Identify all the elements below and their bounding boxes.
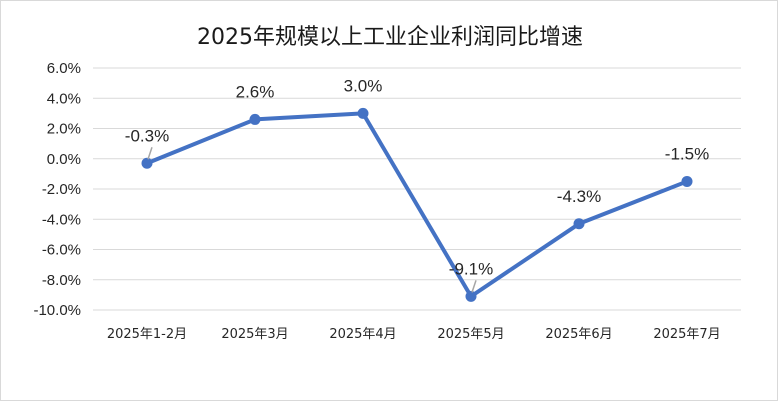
data-label: 2.6%: [236, 82, 275, 101]
x-tick-label: 2025年6月: [545, 327, 612, 342]
x-tick-label: 2025年1-2月: [107, 327, 187, 342]
y-axis-ticks: 6.0% 4.0% 2.0% 0.0% -2.0% -4.0% -6.0% -8.0% -10.…: [33, 60, 81, 319]
data-label: 3.0%: [344, 76, 383, 95]
x-tick-label: 2025年4月: [329, 327, 396, 342]
y-tick-label: 4.0%: [47, 90, 81, 107]
data-point: [357, 107, 369, 119]
series-layer: [141, 107, 693, 302]
label-leader-line: [471, 280, 477, 293]
grid-lines: [93, 67, 741, 311]
data-point: [249, 113, 261, 125]
y-tick-label: -10.0%: [33, 302, 81, 319]
y-tick-label: -2.0%: [42, 181, 81, 198]
x-tick-label: 2025年7月: [653, 327, 720, 342]
label-leader-line: [147, 147, 153, 160]
x-tick-label: 2025年5月: [437, 327, 504, 342]
data-point: [681, 175, 693, 187]
y-tick-label: 6.0%: [47, 60, 81, 77]
data-label: -9.1%: [449, 259, 493, 278]
data-label: -1.5%: [665, 144, 709, 163]
x-tick-label: 2025年3月: [221, 327, 288, 342]
y-tick-label: 0.0%: [47, 151, 81, 168]
series-line: [145, 111, 689, 299]
data-point: [573, 218, 585, 230]
y-tick-label: -4.0%: [42, 211, 81, 228]
y-tick-label: 2.0%: [47, 121, 81, 138]
chart-title: 2025年规模以上工业企业利润同比增速: [197, 25, 583, 50]
y-tick-label: -8.0%: [42, 272, 81, 289]
y-tick-label: -6.0%: [42, 242, 81, 259]
data-point: [141, 157, 153, 169]
data-label: -4.3%: [557, 187, 601, 206]
x-axis-ticks: 2025年1-2月 2025年3月 2025年4月 2025年5月 2025年6月 202…: [107, 327, 721, 342]
data-point: [465, 290, 477, 302]
data-label: -0.3%: [125, 126, 169, 145]
data-labels: -0.3% 2.6% 3.0% -9.1% -4.3% -1.5%: [125, 76, 709, 293]
